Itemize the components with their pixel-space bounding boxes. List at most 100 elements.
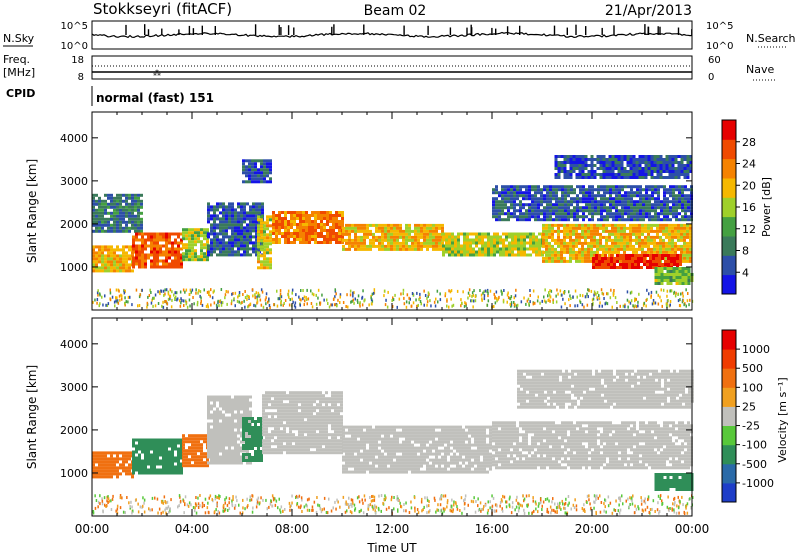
power-data-cell [653,229,656,233]
power-data-cell [354,244,357,248]
power-data-cell [228,214,231,218]
power-data-cell [548,247,551,251]
power-data-cell [95,251,98,255]
power-data-cell [174,238,177,242]
power-data-cell [670,257,673,260]
power-data-cell [222,208,225,212]
power-data-cell [551,223,554,227]
power-data-cell [566,161,570,164]
power-data-cell [246,241,249,245]
power-data-cell [197,258,200,262]
power-data-cell [584,250,587,254]
vel-data-cell [132,462,135,466]
power-data-cell [128,269,131,273]
colorbar-tick-label: 20 [742,179,756,192]
power-data-cell [128,245,131,249]
power-data-cell [396,247,399,251]
power-speckle-dot [258,293,261,297]
power-data-cell [284,235,287,238]
power-data-cell [572,226,575,230]
power-data-cell [423,241,426,245]
power-data-cell [686,250,689,254]
vel-data-cell [101,472,104,476]
power-data-cell [266,242,269,246]
power-speckle-dot [495,297,498,301]
power-data-cell [305,238,308,241]
power-speckle-dot [510,295,513,299]
power-data-cell [448,244,451,248]
power-speckle-dot [171,298,173,302]
power-data-cell [237,241,240,245]
power-data-cell [656,155,660,158]
power-data-cell [602,167,606,170]
power-data-cell [675,203,678,207]
power-data-cell [637,263,640,266]
power-data-cell [668,235,671,239]
power-data-cell [662,250,665,254]
power-data-cell [617,235,620,239]
power-data-cell [245,168,248,172]
power-data-cell [329,241,332,244]
power-data-cell [182,237,185,241]
power-data-cell [606,200,609,204]
power-data-cell [587,158,591,161]
power-data-cell [119,214,122,218]
power-speckle-dot [169,288,172,292]
power-data-cell [543,197,546,201]
power-data-cell [296,232,299,235]
power-data-cell [269,230,272,234]
power-data-cell [460,232,463,236]
power-data-cell [566,229,569,233]
power-data-cell [602,173,606,176]
power-speckle-dot [569,304,571,308]
power-data-cell [683,170,687,173]
power-data-cell [671,223,674,227]
power-speckle-dot [669,303,671,307]
power-speckle-dot [273,303,275,307]
vel-data-cell [153,441,156,445]
vel-data-cell [171,453,174,457]
power-data-cell [669,212,672,216]
power-speckle-dot [384,289,386,293]
power-data-cell [197,228,200,232]
power-data-cell [384,247,387,251]
power-data-cell [552,209,555,213]
power-data-cell [255,217,258,221]
power-data-cell [613,266,616,269]
power-speckle-dot [231,292,233,296]
power-data-cell [499,235,502,239]
power-speckle-dot [545,300,547,304]
power-speckle-dot [383,294,385,298]
vel-data-cell [177,453,180,457]
vel-data-cell [200,437,203,441]
vel-data-cell [197,437,200,441]
vel-data-cell [188,452,191,456]
power-data-cell [620,167,624,170]
vel-data-cell [147,447,150,451]
power-data-cell [648,185,651,189]
power-data-cell [532,238,535,242]
power-data-cell [572,164,576,167]
vel-data-cell [165,441,168,445]
power-data-cell [513,206,516,210]
power-data-cell [420,223,423,227]
power-speckle-dot [357,300,359,304]
power-speckle-dot [317,288,320,292]
power-data-cell [581,241,584,245]
power-data-cell [516,218,519,222]
power-data-cell [150,232,153,236]
power-data-cell [399,223,402,227]
power-data-cell [598,257,601,260]
power-data-cell [269,218,272,222]
power-data-cell [575,167,579,170]
power-data-cell [101,226,104,230]
power-speckle-dot [634,299,636,303]
power-data-cell [635,176,639,179]
power-speckle-dot [464,301,466,305]
power-data-cell [466,253,469,257]
power-data-cell [381,226,384,230]
power-data-cell [501,212,504,216]
power-speckle-dot [277,297,279,301]
vel-data-cell [182,443,185,447]
vel-data-cell [138,438,141,442]
